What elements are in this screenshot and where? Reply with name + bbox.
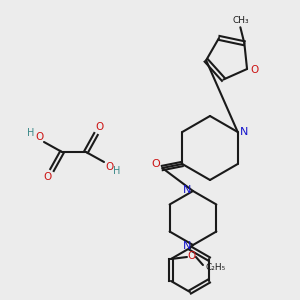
Text: H: H: [113, 166, 121, 176]
Text: O: O: [35, 132, 43, 142]
Text: N: N: [239, 127, 248, 137]
Text: N: N: [183, 185, 191, 195]
Text: H: H: [27, 128, 35, 138]
Text: O: O: [188, 251, 196, 261]
Text: C₂H₅: C₂H₅: [206, 262, 226, 272]
Text: O: O: [250, 65, 258, 75]
Text: N: N: [183, 241, 191, 251]
Text: O: O: [44, 172, 52, 182]
Text: O: O: [151, 159, 160, 169]
Text: O: O: [96, 122, 104, 132]
Text: O: O: [105, 162, 113, 172]
Text: CH₃: CH₃: [232, 16, 249, 25]
